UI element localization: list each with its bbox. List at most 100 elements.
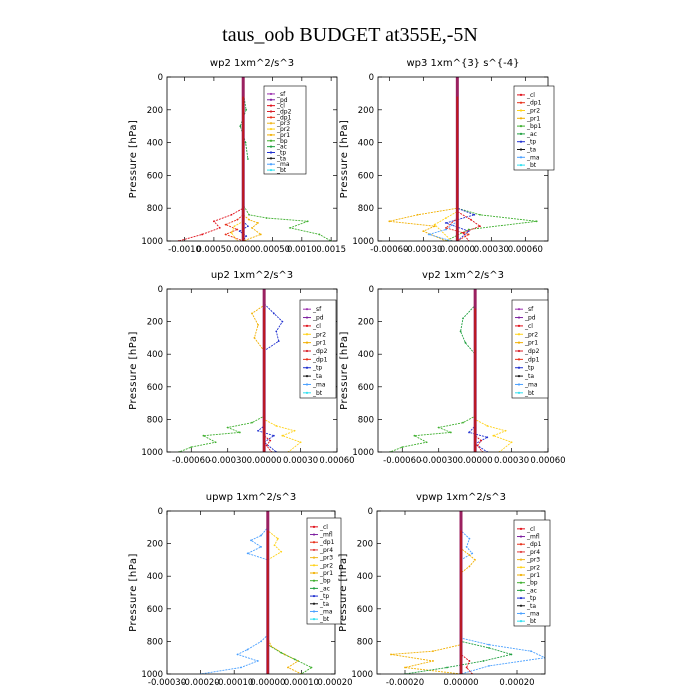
series-line-pr2 xyxy=(263,289,302,452)
legend-box xyxy=(513,85,555,171)
legend-entry: _ac xyxy=(319,585,330,592)
data-point xyxy=(238,230,241,233)
data-point xyxy=(251,312,253,315)
data-point xyxy=(259,233,262,236)
legend-marker xyxy=(517,341,521,344)
series-line-ma xyxy=(246,511,269,561)
data-point xyxy=(244,141,247,144)
legend: _cl_mfl_dp1_pr4_pr3_pr2_pr1_bp_ac_tp_ta_… xyxy=(306,517,342,625)
x-tick-label: -0.00010 xyxy=(215,678,253,688)
legend: _sf _pd_cl_pr2 _pr1_dp2_dp1 _tp_ta_ma _bt xyxy=(511,299,549,399)
y-tick-label: 800 xyxy=(357,637,373,647)
data-point xyxy=(428,233,430,236)
series-line-ma xyxy=(460,511,473,561)
x-tick-label: -0.00030 xyxy=(148,678,186,688)
legend-marker xyxy=(312,587,316,590)
plot-area xyxy=(388,77,538,241)
legend-marker xyxy=(519,620,523,623)
legend-entry: _tp xyxy=(524,365,534,372)
legend-entry: _pr1 xyxy=(526,572,540,579)
legend-entry: _dp1 xyxy=(312,356,328,363)
data-point xyxy=(275,330,278,333)
data-point xyxy=(445,217,447,219)
data-point xyxy=(465,545,468,548)
x-tick-label: -0.0010 xyxy=(168,245,201,255)
data-point xyxy=(445,226,447,229)
data-point xyxy=(246,225,249,228)
legend-entry: _ta xyxy=(276,155,286,162)
legend-entry: _dp1 xyxy=(319,539,335,546)
legend-marker xyxy=(519,140,523,143)
legend-entry: _bt xyxy=(526,162,537,169)
y-tick-label: 200 xyxy=(147,540,163,550)
y-axis-label: Pressure [hPa] xyxy=(339,331,350,410)
y-tick-label: 400 xyxy=(147,572,163,582)
legend-entry: _pd xyxy=(312,315,324,322)
data-point xyxy=(318,233,321,236)
data-point xyxy=(256,222,259,224)
legend-entry: _dp2 xyxy=(524,348,540,355)
data-point xyxy=(504,429,507,432)
legend-marker xyxy=(519,604,523,607)
y-axis-label: Pressure [hPa] xyxy=(128,120,139,199)
legend-entry: _pr1 xyxy=(276,132,290,139)
x-tick-label: -0.00030 xyxy=(420,456,458,466)
y-tick-label: 800 xyxy=(147,415,163,425)
legend-entry: _ta xyxy=(312,373,322,380)
plot-area xyxy=(389,289,513,452)
legend-entry: _cl xyxy=(312,323,321,330)
page-title: taus_oob BUDGET at355E,-5N xyxy=(222,24,478,46)
legend-marker xyxy=(312,594,316,598)
series-line-ma xyxy=(200,511,269,674)
legend-entry: _ta xyxy=(526,603,536,610)
data-point xyxy=(492,434,495,437)
data-point xyxy=(445,222,447,224)
x-tick-label: 0.00060 xyxy=(508,245,543,255)
y-tick-label: 1000 xyxy=(141,448,163,458)
y-tick-label: 0 xyxy=(368,507,373,517)
legend-marker xyxy=(519,535,523,538)
data-point xyxy=(468,431,470,434)
legend-entry: _ma xyxy=(319,608,333,615)
y-tick-label: 400 xyxy=(147,139,163,149)
data-point xyxy=(510,441,513,444)
series-line-pr1 xyxy=(389,77,458,241)
legend-entry: _pr4 xyxy=(319,547,333,554)
y-tick-label: 200 xyxy=(357,540,373,550)
data-point xyxy=(468,660,471,662)
x-tick-label: 0.00050 xyxy=(255,245,290,255)
y-tick-label: 1000 xyxy=(141,670,163,680)
legend-marker xyxy=(305,341,309,344)
legend-marker xyxy=(269,98,273,101)
legend-marker xyxy=(519,612,523,615)
data-point xyxy=(246,552,249,555)
legend-entry: _pr3 xyxy=(276,120,290,127)
data-point xyxy=(293,658,296,661)
data-point xyxy=(246,158,249,160)
y-tick-label: 800 xyxy=(147,204,163,214)
data-point xyxy=(530,650,532,653)
legend-marker xyxy=(305,308,309,311)
legend-entry: _pr1 xyxy=(526,115,540,122)
chart-6: vpwp 1xm^2/s^3 Pressure [hPa] 0 200 400 600 80… xyxy=(338,492,551,688)
legend-entry: _dp1 xyxy=(526,100,542,107)
legend-entry: _mfl xyxy=(526,534,540,541)
legend: _sf_pd_cl_dp2_dp1_pr3_pr2_pr1_bp_ac_tp_t… xyxy=(263,85,307,175)
legend-entry: _pd xyxy=(524,315,536,322)
legend-box xyxy=(513,519,551,627)
data-point xyxy=(281,320,284,323)
legend-entry: _pr2 xyxy=(319,562,333,569)
data-point xyxy=(212,220,215,223)
legend-entry: _mfl xyxy=(319,532,333,539)
data-point xyxy=(265,444,268,447)
x-tick-label: -0.00020 xyxy=(181,678,219,688)
data-point xyxy=(471,552,474,555)
legend-marker xyxy=(312,541,316,544)
legend-marker xyxy=(269,92,273,96)
legend-entry: _cl xyxy=(524,323,533,330)
series-line-pr2 xyxy=(267,511,282,561)
legend-entry: _cl xyxy=(276,103,285,110)
legend-entry: _pr4 xyxy=(526,549,540,556)
legend-marker xyxy=(517,349,521,353)
